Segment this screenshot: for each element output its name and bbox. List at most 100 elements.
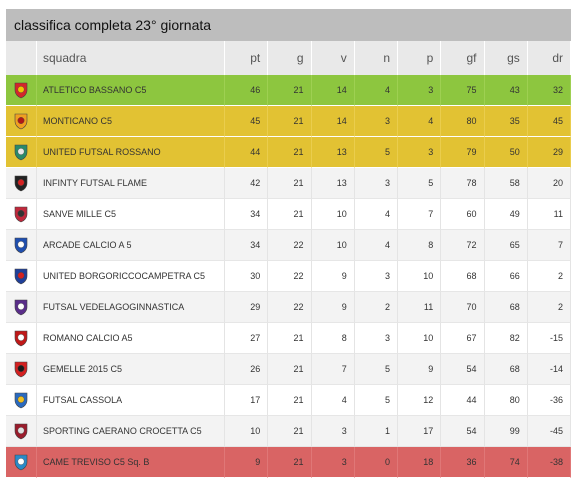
table-row[interactable]: UNITED BORGORICCOCAMPETRA C5 30 22 9 3 10 68 66… — [6, 261, 571, 292]
stat-v: 13 — [311, 168, 355, 199]
team-name[interactable]: MONTICANO C5 — [37, 106, 225, 137]
team-name[interactable]: SANVE MILLE C5 — [37, 199, 225, 230]
header-v[interactable]: v — [311, 41, 355, 75]
atletico-bassano-crest-icon[interactable] — [13, 81, 29, 99]
header-g[interactable]: g — [268, 41, 312, 75]
stat-p: 8 — [398, 230, 442, 261]
standings-body: ATLETICO BASSANO C5 46 21 14 4 3 75 43 32 MONTICA… — [6, 75, 571, 478]
table-row[interactable]: FUTSAL VEDELAGOGINNASTICA 29 22 9 2 11 70 68 2 — [6, 292, 571, 323]
stat-gs: 99 — [484, 416, 528, 447]
team-logo-cell — [6, 323, 37, 354]
stat-gs: 82 — [484, 323, 528, 354]
stat-n: 4 — [354, 199, 398, 230]
stat-gf: 67 — [441, 323, 485, 354]
stat-g: 21 — [268, 416, 312, 447]
stat-p: 3 — [398, 137, 442, 168]
came-treviso-crest-icon[interactable] — [13, 453, 29, 471]
stat-n: 4 — [354, 230, 398, 261]
header-p[interactable]: p — [398, 41, 442, 75]
stat-p: 3 — [398, 75, 442, 106]
stat-gs: 43 — [484, 75, 528, 106]
stat-g: 21 — [268, 385, 312, 416]
team-logo-cell — [6, 385, 37, 416]
stat-dr: 29 — [527, 137, 571, 168]
stat-n: 0 — [354, 447, 398, 478]
team-name[interactable]: GEMELLE 2015 C5 — [37, 354, 225, 385]
stat-gs: 65 — [484, 230, 528, 261]
stat-dr: -45 — [527, 416, 571, 447]
united-borgoricco-crest-icon[interactable] — [13, 267, 29, 285]
team-name[interactable]: ROMANO CALCIO A5 — [37, 323, 225, 354]
monticano-crest-icon[interactable] — [13, 112, 29, 130]
sporting-caerano-crest-icon[interactable] — [13, 422, 29, 440]
stat-v: 10 — [311, 199, 355, 230]
header-logo-cell — [6, 41, 37, 75]
stat-gf: 36 — [441, 447, 485, 478]
stat-g: 21 — [268, 137, 312, 168]
stat-v: 10 — [311, 230, 355, 261]
header-dr[interactable]: dr — [527, 41, 571, 75]
header-pt[interactable]: pt — [225, 41, 269, 75]
stat-g: 22 — [268, 261, 312, 292]
romano-calcio-crest-icon[interactable] — [13, 329, 29, 347]
team-name[interactable]: FUTSAL CASSOLA — [37, 385, 225, 416]
table-row[interactable]: ARCADE CALCIO A 5 34 22 10 4 8 72 65 7 — [6, 230, 571, 261]
stat-g: 22 — [268, 230, 312, 261]
team-name[interactable]: UNITED BORGORICCOCAMPETRA C5 — [37, 261, 225, 292]
stat-gf: 44 — [441, 385, 485, 416]
header-n[interactable]: n — [354, 41, 398, 75]
table-row[interactable]: ATLETICO BASSANO C5 46 21 14 4 3 75 43 32 — [6, 75, 571, 106]
standings-table: squadra pt g v n p gf gs dr ATLETICO BAS… — [6, 41, 571, 478]
sanve-mille-crest-icon[interactable] — [13, 205, 29, 223]
united-rossano-crest-icon[interactable] — [13, 143, 29, 161]
header-squadra[interactable]: squadra — [37, 41, 225, 75]
stat-pt: 29 — [225, 292, 269, 323]
header-gs[interactable]: gs — [484, 41, 528, 75]
arcade-crest-icon[interactable] — [13, 236, 29, 254]
stat-pt: 34 — [225, 199, 269, 230]
futsal-cassola-crest-icon[interactable] — [13, 391, 29, 409]
futsal-vedelago-crest-icon[interactable] — [13, 298, 29, 316]
table-row[interactable]: MONTICANO C5 45 21 14 3 4 80 35 45 — [6, 106, 571, 137]
infinity-flame-crest-icon[interactable] — [13, 174, 29, 192]
stat-v: 4 — [311, 385, 355, 416]
stat-g: 21 — [268, 354, 312, 385]
stat-pt: 17 — [225, 385, 269, 416]
team-name[interactable]: FUTSAL VEDELAGOGINNASTICA — [37, 292, 225, 323]
stat-g: 21 — [268, 75, 312, 106]
gemelle-crest-icon[interactable] — [13, 360, 29, 378]
stat-p: 9 — [398, 354, 442, 385]
table-row[interactable]: SANVE MILLE C5 34 21 10 4 7 60 49 11 — [6, 199, 571, 230]
stat-dr: 2 — [527, 261, 571, 292]
team-name[interactable]: UNITED FUTSAL ROSSANO — [37, 137, 225, 168]
table-row[interactable]: UNITED FUTSAL ROSSANO 44 21 13 5 3 79 50 29 — [6, 137, 571, 168]
stat-p: 17 — [398, 416, 442, 447]
stat-pt: 34 — [225, 230, 269, 261]
table-row[interactable]: FUTSAL CASSOLA 17 21 4 5 12 44 80 -36 — [6, 385, 571, 416]
team-name[interactable]: SPORTING CAERANO CROCETTA C5 — [37, 416, 225, 447]
stat-v: 7 — [311, 354, 355, 385]
table-row[interactable]: SPORTING CAERANO CROCETTA C5 10 21 3 1 17 54 99… — [6, 416, 571, 447]
team-logo-cell — [6, 292, 37, 323]
stat-n: 3 — [354, 323, 398, 354]
team-name[interactable]: ARCADE CALCIO A 5 — [37, 230, 225, 261]
stat-dr: -38 — [527, 447, 571, 478]
stat-v: 3 — [311, 447, 355, 478]
stat-gf: 80 — [441, 106, 485, 137]
standings-title: classifica completa 23° giornata — [6, 9, 571, 41]
team-name[interactable]: INFINTY FUTSAL FLAME — [37, 168, 225, 199]
stat-dr: -15 — [527, 323, 571, 354]
stat-gf: 72 — [441, 230, 485, 261]
stat-g: 22 — [268, 292, 312, 323]
stat-pt: 44 — [225, 137, 269, 168]
table-row[interactable]: CAME TREVISO C5 Sq. B 9 21 3 0 18 36 74 -38 — [6, 447, 571, 478]
team-name[interactable]: ATLETICO BASSANO C5 — [37, 75, 225, 106]
table-row[interactable]: GEMELLE 2015 C5 26 21 7 5 9 54 68 -14 — [6, 354, 571, 385]
team-logo-cell — [6, 447, 37, 478]
stat-gf: 79 — [441, 137, 485, 168]
team-logo-cell — [6, 230, 37, 261]
table-row[interactable]: INFINTY FUTSAL FLAME 42 21 13 3 5 78 58 20 — [6, 168, 571, 199]
team-name[interactable]: CAME TREVISO C5 Sq. B — [37, 447, 225, 478]
header-gf[interactable]: gf — [441, 41, 485, 75]
table-row[interactable]: ROMANO CALCIO A5 27 21 8 3 10 67 82 -15 — [6, 323, 571, 354]
